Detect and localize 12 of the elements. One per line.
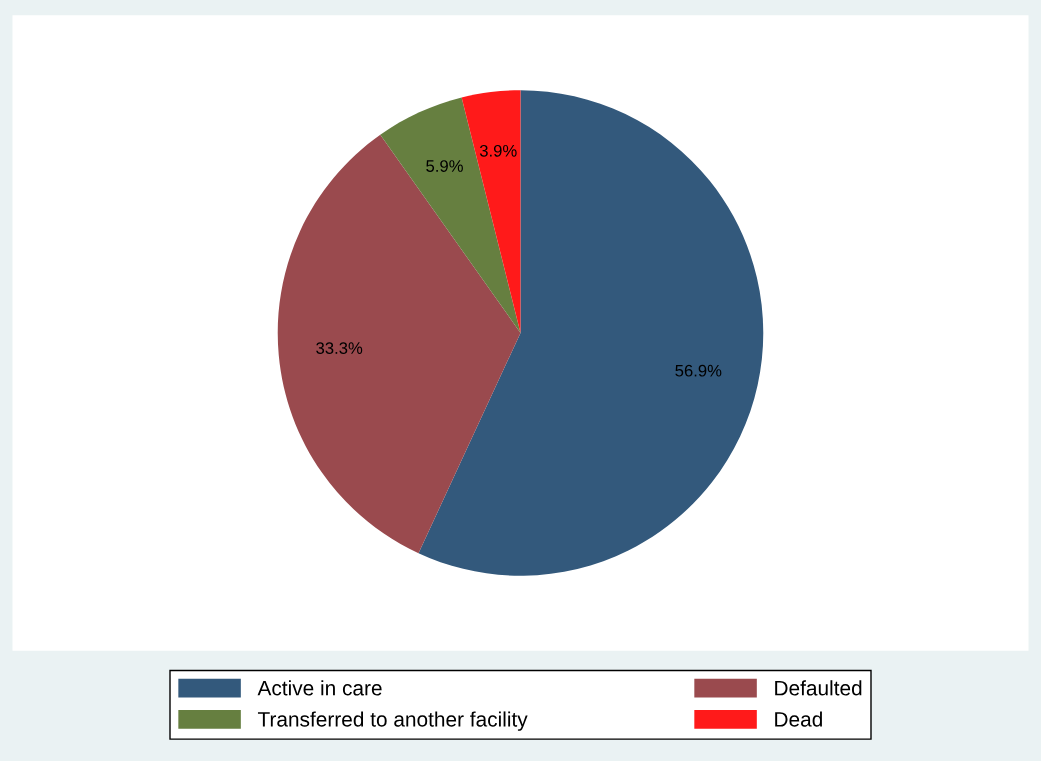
data-label: 56.9%: [675, 364, 722, 377]
legend-label: Dead: [775, 711, 822, 727]
legend-label: Active in care: [257, 680, 382, 696]
pie-slice: [380, 97, 521, 333]
legend-label: Defaulted: [775, 680, 862, 696]
pie-slice: [461, 90, 521, 333]
legend-label: Transferred to another facility: [257, 711, 528, 731]
data-label: 3.9%: [479, 144, 517, 157]
data-label: 5.9%: [426, 160, 463, 172]
pie-slice: [418, 90, 764, 576]
pie-slice: [277, 134, 521, 554]
data-label: 33.3%: [316, 342, 363, 354]
